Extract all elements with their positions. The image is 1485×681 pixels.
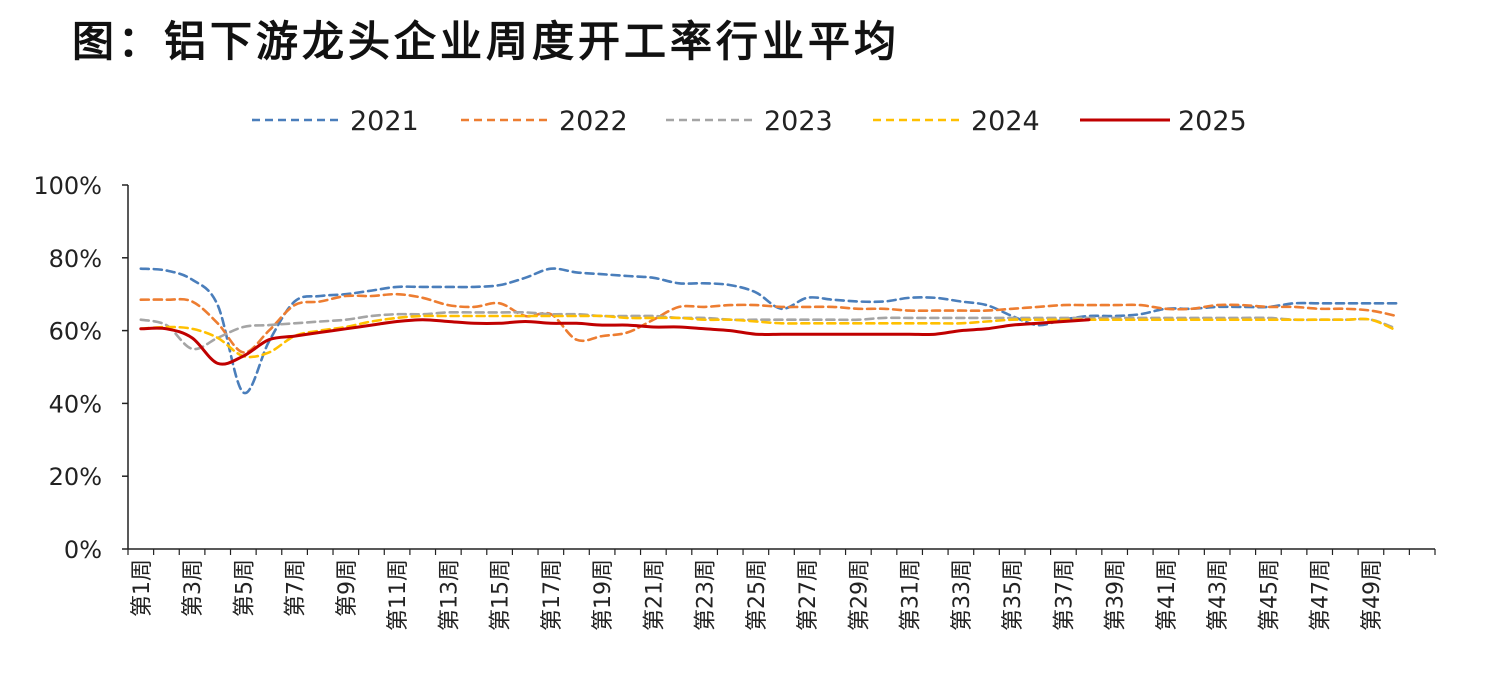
series-line-2022 — [139, 292, 1398, 354]
x-tick-label: 第13周 — [437, 559, 462, 631]
x-tick-label: 第27周 — [796, 559, 821, 631]
x-tick-label: 第21周 — [642, 559, 667, 631]
series-line-2025 — [139, 318, 1091, 366]
page-title: 图：铝下游龙头企业周度开工率行业平均 — [72, 17, 901, 66]
chart-legend: 2021 2022 2023 2024 2025 — [252, 106, 1247, 137]
x-tick-label: 第25周 — [745, 559, 770, 631]
x-tick-label: 第39周 — [1104, 559, 1129, 631]
y-tick-label: 20% — [49, 463, 102, 491]
x-tick-label: 第3周 — [181, 559, 206, 617]
series-line-2023 — [139, 310, 1398, 351]
x-tick-label: 第35周 — [1001, 559, 1026, 631]
legend-label-2022: 2022 — [559, 106, 628, 137]
legend-label-2023: 2023 — [764, 106, 833, 137]
x-tick-label: 第7周 — [284, 559, 309, 617]
x-tick-label: 第11周 — [386, 559, 411, 631]
x-tick-label: 第9周 — [335, 559, 360, 617]
legend-label-2025: 2025 — [1178, 106, 1247, 137]
x-tick-label: 第17周 — [540, 559, 565, 631]
x-tick-label: 第15周 — [489, 559, 514, 631]
x-tick-label: 第43周 — [1206, 559, 1231, 631]
x-tick-label: 第33周 — [950, 559, 975, 631]
x-tick-label: 第49周 — [1360, 559, 1385, 631]
x-tick-label: 第37周 — [1052, 559, 1077, 631]
y-tick-label: 40% — [49, 390, 102, 418]
x-tick-label: 第29周 — [847, 559, 872, 631]
legend-label-2021: 2021 — [350, 106, 419, 137]
y-tick-label: 80% — [49, 245, 102, 273]
series-lines — [139, 267, 1398, 395]
x-tick-label: 第47周 — [1309, 559, 1334, 631]
series-line-2024 — [139, 314, 1398, 359]
y-axis: 0% 20% 40% 60% 80% 100% — [33, 172, 129, 564]
x-tick-label: 第31周 — [899, 559, 924, 631]
x-tick-label: 第45周 — [1257, 559, 1282, 631]
y-tick-label: 0% — [64, 536, 102, 564]
x-tick-label: 第23周 — [694, 559, 719, 631]
y-tick-label: 100% — [33, 172, 102, 200]
x-tick-label: 第1周 — [130, 559, 155, 617]
x-tick-label: 第5周 — [232, 559, 257, 617]
x-axis: 第1周 第3周 第5周 第7周 第9周 第11周 第13周 第15周 第17周 第19周 第21周 第… — [127, 548, 1436, 631]
x-tick-label: 第41周 — [1155, 559, 1180, 631]
y-tick-label: 60% — [49, 318, 102, 346]
legend-label-2024: 2024 — [971, 106, 1040, 137]
x-tick-label: 第19周 — [591, 559, 616, 631]
